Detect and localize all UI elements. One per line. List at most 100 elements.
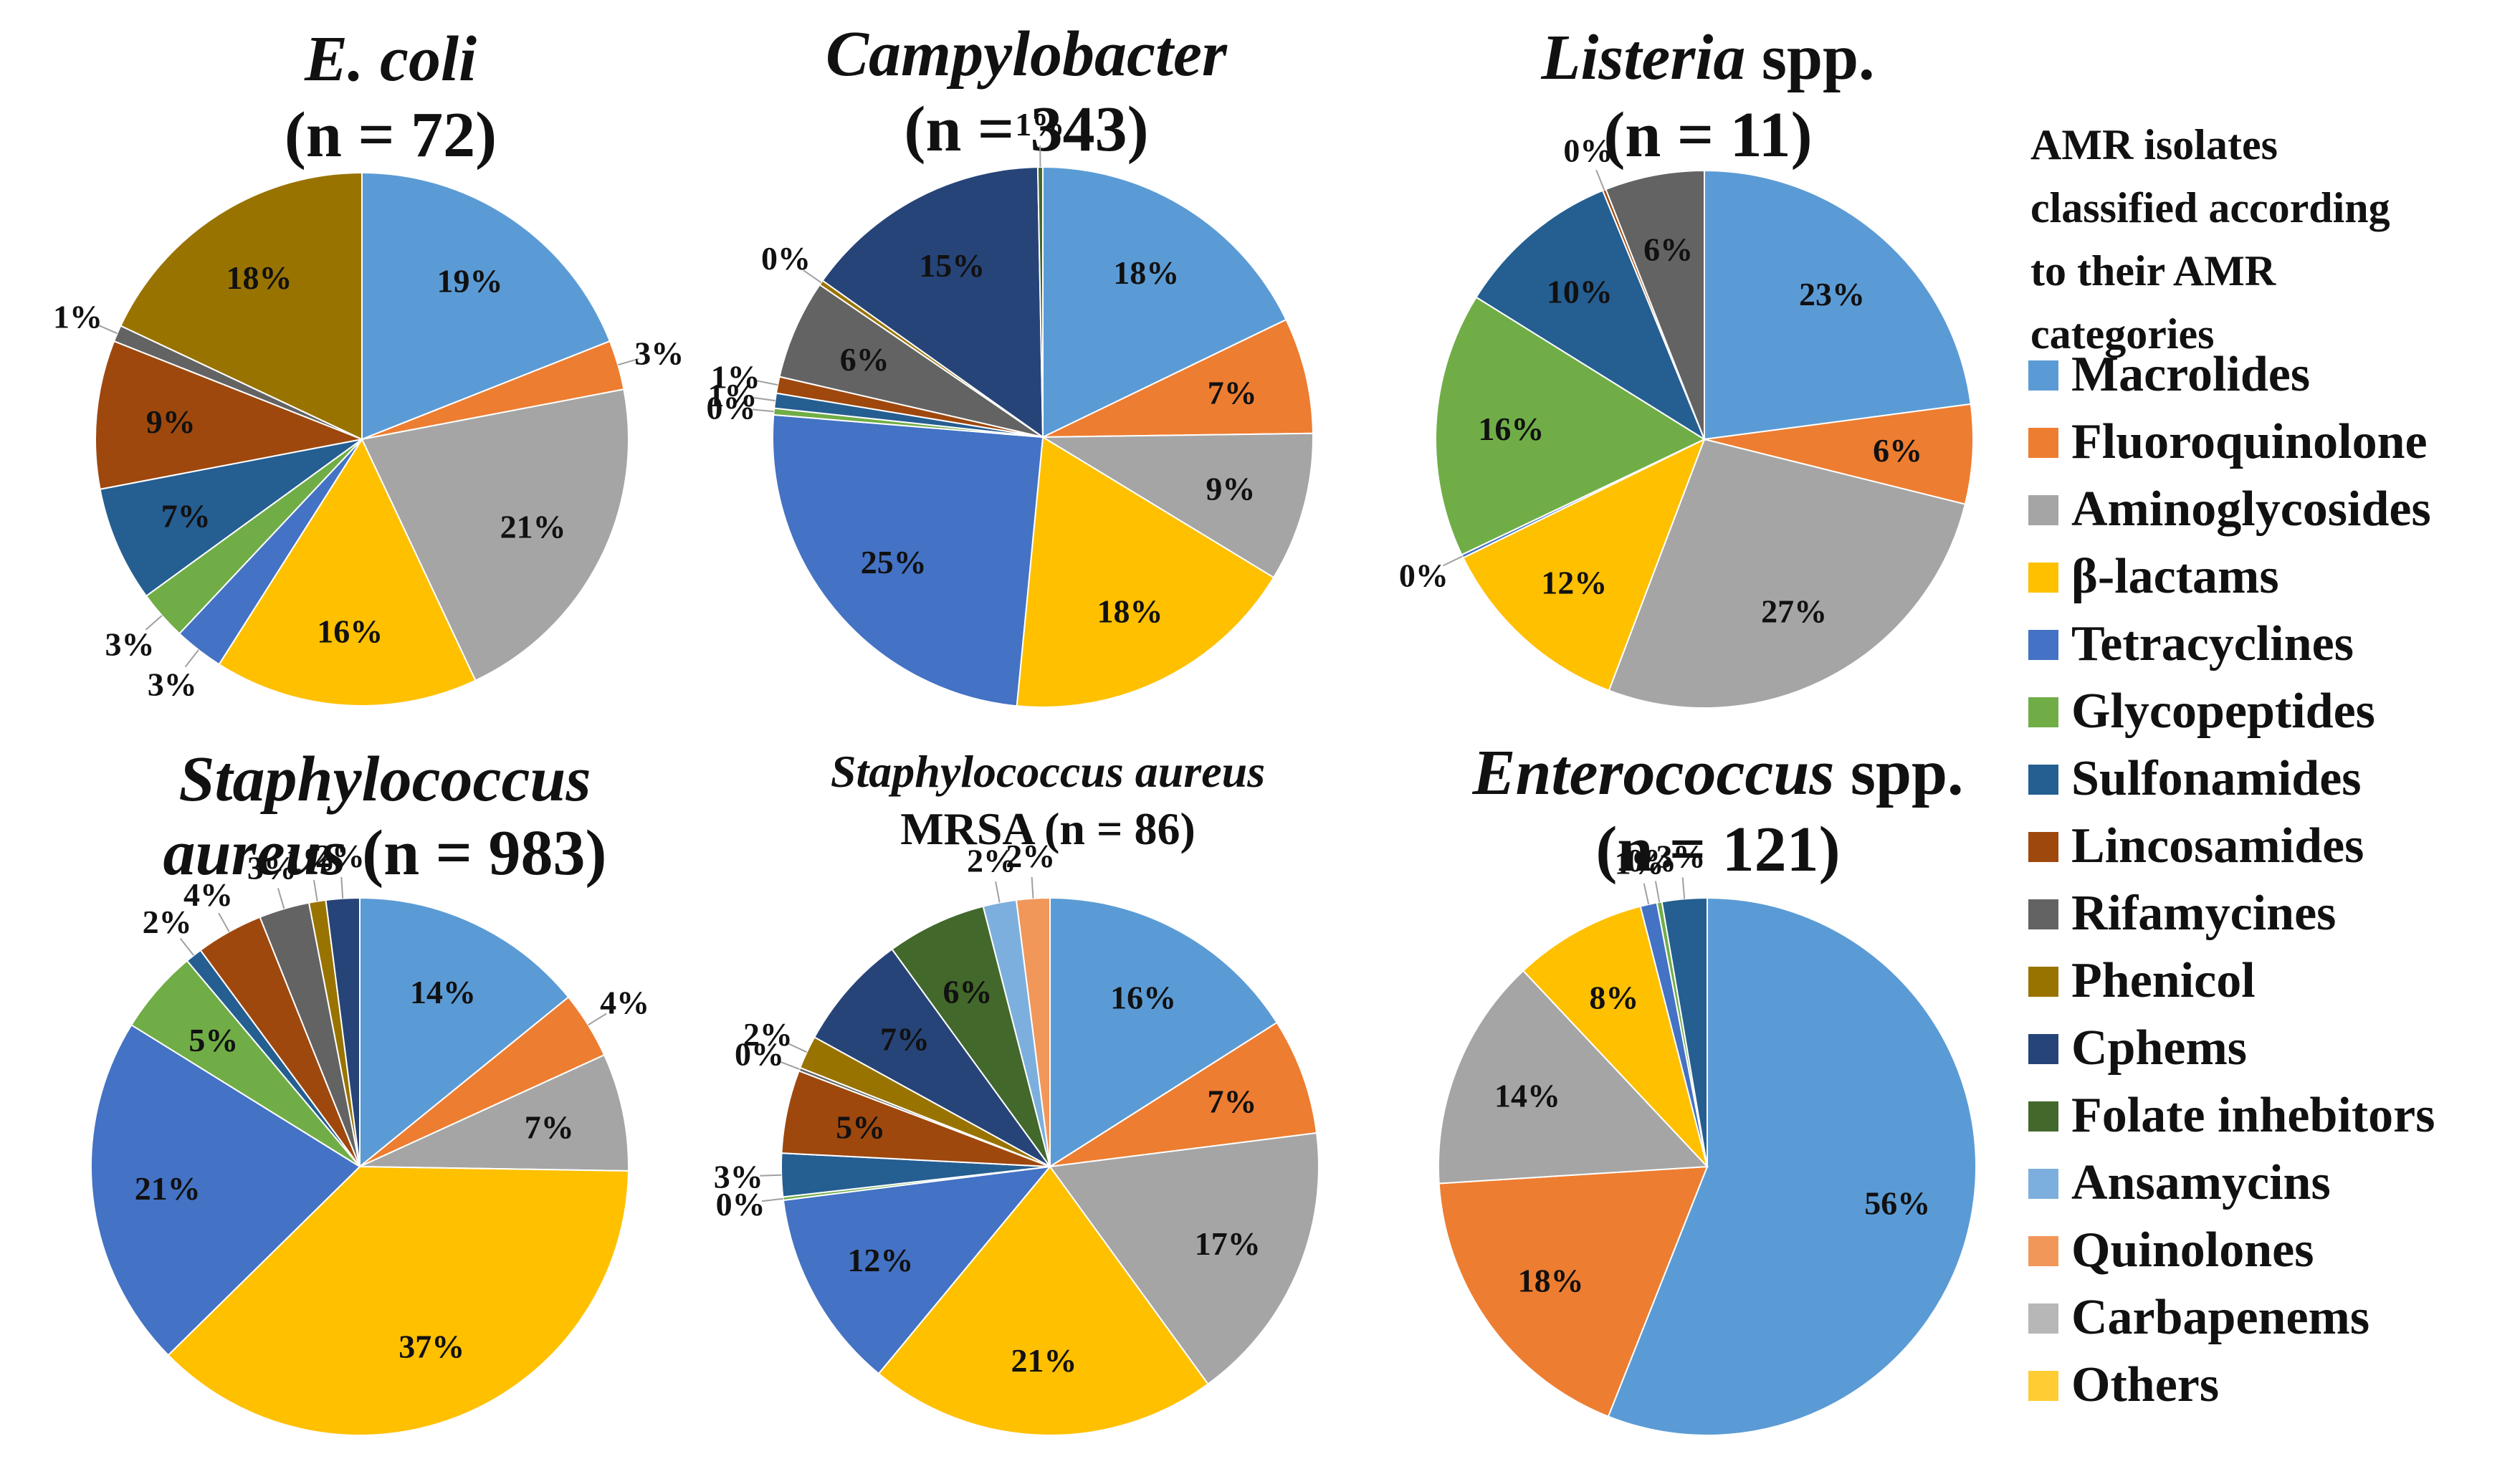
pie-data-label: 19%: [437, 263, 503, 300]
legend-swatch-tetracyclines: [2028, 630, 2058, 660]
legend-label-cphems: Cphems: [2071, 1020, 2247, 1076]
pie-data-label: 9%: [1206, 470, 1255, 507]
legend-swatch-fluoroquinolone: [2028, 428, 2058, 458]
pie-data-label: 16%: [1110, 979, 1176, 1015]
pie-data-label: 8%: [1589, 979, 1638, 1015]
pie-data-label: 3%: [714, 1159, 763, 1195]
legend-label-sulfonamides: Sulfonamides: [2071, 751, 2362, 806]
pie-data-label: 0%: [1563, 132, 1613, 168]
legend-swatch-quinolones: [2028, 1236, 2058, 1266]
pie-label-leader: [278, 888, 285, 909]
pie-data-label: 1%: [53, 298, 102, 335]
pie-label-leader: [1596, 170, 1604, 190]
pie-data-label: 3%: [148, 666, 197, 702]
pie-data-label: 3%: [1656, 838, 1706, 875]
pie-data-label: 18%: [1518, 1263, 1584, 1299]
pie-data-label: 21%: [1011, 1342, 1077, 1379]
pie-data-label: 7%: [161, 497, 211, 534]
pie-data-label: 10%: [1547, 274, 1613, 310]
pie-data-label: 16%: [317, 613, 383, 649]
pie-label-leader: [1644, 884, 1649, 904]
pie-data-label: 7%: [1208, 1083, 1257, 1120]
pie-data-label: 17%: [1195, 1225, 1261, 1262]
pie-label-leader: [181, 939, 194, 956]
legend-label-others: Others: [2071, 1357, 2219, 1412]
pie-label-leader: [1032, 877, 1034, 899]
pie-title-line: E. coli: [304, 24, 477, 95]
legend-label-quinolones: Quinolones: [2071, 1223, 2314, 1278]
pie-data-label: 0%: [1399, 557, 1448, 593]
pie-data-label: 21%: [500, 509, 566, 545]
legend-swatch-sulfonamides: [2028, 765, 2058, 795]
pie-label-leader: [219, 913, 229, 932]
legend-swatch-others: [2028, 1371, 2058, 1401]
pie-data-label: 5%: [188, 1022, 238, 1058]
legend-swatch-aminoglycosides: [2028, 495, 2058, 525]
pie-data-label: 6%: [1643, 231, 1693, 268]
pie-data-label: 6%: [840, 341, 889, 378]
pie-data-label: 2%: [743, 1016, 793, 1053]
legend-label-macrolides: Macrolides: [2071, 347, 2310, 402]
legend-label-aminoglycosides: Aminoglycosides: [2071, 482, 2431, 537]
legend-label-folate-inhebitors: Folate inhebitors: [2071, 1088, 2435, 1143]
pie-data-label: 3%: [105, 626, 155, 663]
legend-title-line: classified according: [2030, 184, 2390, 231]
pie-title-line: Staphylococcus: [179, 744, 591, 815]
pie-title-line: Campylobacter: [826, 19, 1228, 90]
pie-data-label: 4%: [183, 876, 233, 913]
legend-swatch-cphems: [2028, 1034, 2058, 1064]
legend: AMR isolates classified according to their…: [2028, 121, 2435, 1412]
pie-data-label: 1%: [1015, 106, 1064, 143]
legend-title-line: AMR isolates: [2030, 121, 2278, 168]
legend-label-phenicol: Phenicol: [2071, 953, 2256, 1008]
legend-swatch-lincosamides: [2028, 832, 2058, 862]
pie-data-label: 14%: [410, 974, 476, 1010]
legend-label-ansamycins: Ansamycins: [2071, 1155, 2331, 1210]
pie-label-leader: [996, 881, 1000, 902]
pie-chart-1: E. coli(n = 72)19%3%21%16%3%3%7%9%1%18%: [53, 24, 684, 706]
pie-data-label: 14%: [1494, 1078, 1560, 1114]
pie-data-label: 37%: [398, 1329, 464, 1365]
pie-label-leader: [186, 650, 199, 667]
legend-swatch-glycopeptides: [2028, 697, 2058, 727]
legend-label-tetracyclines: Tetracyclines: [2071, 616, 2354, 671]
pie-data-label: 9%: [146, 403, 196, 440]
pie-title-line: Staphylococcus aureus: [831, 746, 1265, 797]
legend-label-lincosamides: Lincosamides: [2071, 818, 2364, 874]
pie-data-label: 5%: [836, 1109, 885, 1145]
pie-title-line: (n = 11): [1603, 100, 1812, 171]
legend-title-line: to their AMR: [2030, 247, 2276, 295]
pie-title-line: Listeria spp.: [1540, 22, 1874, 93]
pie-data-label: 15%: [919, 247, 985, 284]
pie-data-label: 6%: [943, 974, 993, 1010]
pie-data-label: 16%: [1478, 411, 1544, 447]
pie-data-label: 7%: [880, 1020, 930, 1057]
pie-chart-2: Campylobacter(n = 343)18%7%9%18%25%0%1%1…: [707, 19, 1313, 707]
legend-label-beta-lactams: β-lactams: [2071, 549, 2279, 604]
pie-data-label: 1%: [711, 359, 760, 396]
legend-swatch-rifamycines: [2028, 899, 2058, 929]
pie-data-label: 6%: [1873, 432, 1922, 469]
pie-data-label: 56%: [1864, 1185, 1930, 1222]
pie-data-label: 25%: [861, 544, 927, 580]
legend-swatch-folate-inhebitors: [2028, 1101, 2058, 1132]
legend-label-rifamycines: Rifamycines: [2071, 886, 2336, 941]
pie-data-label: 12%: [1541, 565, 1607, 601]
pie-data-label: 0%: [761, 240, 811, 277]
pie-data-label: 18%: [226, 259, 292, 296]
legend-swatch-phenicol: [2028, 967, 2058, 997]
legend-swatch-ansamycins: [2028, 1169, 2058, 1199]
pie-data-label: 18%: [1113, 254, 1179, 291]
pie-title-line: Enterococcus spp.: [1471, 737, 1963, 808]
pie-chart-3: Listeria spp.(n = 11)23%6%27%12%0%16%10%…: [1399, 22, 1973, 708]
legend-swatch-beta-lactams: [2028, 563, 2058, 593]
pie-data-label: 23%: [1799, 276, 1865, 312]
pie-data-label: 18%: [1097, 593, 1163, 630]
pie-data-label: 12%: [847, 1242, 913, 1278]
pie-chart-6: Enterococcus spp.(n = 121)56%18%14%8%1%0…: [1438, 737, 1976, 1435]
legend-swatch-macrolides: [2028, 360, 2058, 391]
